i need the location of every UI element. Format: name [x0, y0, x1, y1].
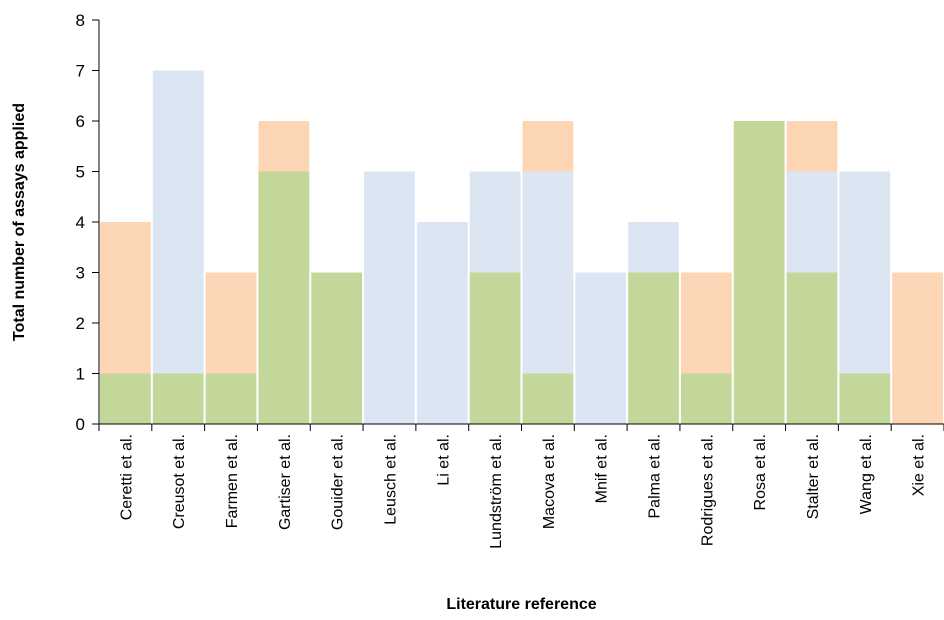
bar-segment-15-1	[839, 373, 891, 424]
x-tick-label: Farmen et al.	[224, 434, 241, 528]
x-tick-label: Leusch et al.	[382, 434, 399, 525]
x-tick-label: Palma et al.	[647, 434, 664, 518]
bar-segment-15-2	[839, 171, 891, 374]
bar-segment-9-3	[522, 121, 574, 172]
y-tick-label: 6	[76, 112, 85, 131]
y-tick-label: 8	[76, 11, 85, 30]
x-tick-label: Rodrigues et al.	[699, 434, 716, 546]
y-axis-title: Total number of assays applied	[11, 103, 28, 341]
bar-segment-14-1	[786, 272, 838, 424]
bar-segment-4-3	[258, 121, 310, 172]
x-tick-label: Wang et al.	[858, 434, 875, 514]
bar-segment-14-2	[786, 171, 838, 273]
bar-segment-5-1	[311, 272, 363, 424]
x-axis-title: Literature reference	[446, 596, 596, 613]
bar-segment-1-3	[100, 222, 151, 374]
bar-segment-2-2	[152, 70, 204, 374]
x-tick-label: Lundström et al.	[488, 434, 505, 549]
bar-segment-2-1	[152, 373, 204, 424]
x-tick-label: Ceretti et al.	[118, 434, 135, 520]
bar-segment-8-1	[469, 272, 521, 424]
y-ticks: 0 1 2 3 4 5 6 7 8	[76, 11, 99, 434]
bar-segment-9-2	[522, 171, 574, 374]
y-tick-label: 3	[76, 264, 85, 283]
x-tick-label: Gartiser et al.	[277, 434, 294, 530]
bar-segment-12-3	[680, 272, 732, 374]
y-tick-label: 0	[76, 415, 85, 434]
bar-segment-10-2	[575, 272, 627, 424]
bar-segment-14-3	[786, 121, 838, 172]
bar-segment-13-1	[733, 121, 785, 424]
bar-segment-16-3	[892, 272, 943, 424]
bar-segment-7-2	[416, 222, 468, 424]
bar-segment-4-1	[258, 171, 310, 424]
y-tick-label: 2	[76, 314, 85, 333]
bar-segment-12-1	[680, 373, 732, 424]
x-tick-label: Macova et al.	[541, 434, 558, 529]
bar-segment-3-3	[205, 272, 257, 374]
x-tick-label: Xie et al.	[911, 434, 928, 496]
bar-segment-8-2	[469, 171, 521, 273]
y-tick-label: 5	[76, 163, 85, 182]
y-tick-label: 7	[76, 62, 85, 81]
x-tick-label: Gouider et al.	[330, 434, 347, 530]
x-tick-label: Creusot et al.	[171, 434, 188, 529]
bar-segment-11-1	[628, 272, 679, 424]
bar-segment-9-1	[522, 373, 574, 424]
x-tick-label: Stalter et al.	[805, 434, 822, 519]
bar-segment-11-2	[628, 222, 679, 273]
y-tick-label: 1	[76, 365, 85, 384]
x-tick-label: Li et al.	[435, 434, 452, 486]
x-tick-label: Mnif et al.	[594, 434, 611, 503]
bar-segment-1-1	[100, 373, 151, 424]
bar-segment-3-1	[205, 373, 257, 424]
x-tick-label: Rosa et al.	[752, 434, 769, 510]
y-tick-label: 4	[76, 213, 85, 232]
bars	[100, 70, 943, 424]
x-ticks: Ceretti et al. Creusot et al. Farmen et al…	[98, 424, 944, 549]
bar-segment-6-2	[364, 171, 415, 424]
